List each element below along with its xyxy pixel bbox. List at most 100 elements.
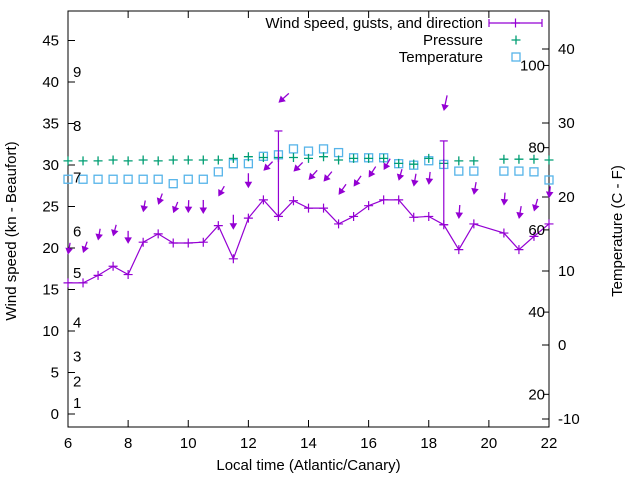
wind-point xyxy=(409,212,419,222)
temperature-point xyxy=(544,175,554,185)
pressure-point xyxy=(499,154,509,164)
wind-point xyxy=(394,195,404,205)
pressure-point xyxy=(93,156,103,166)
pressure-point xyxy=(198,155,208,165)
y-left-tick-label: 25 xyxy=(42,199,59,216)
pressure-point xyxy=(364,153,374,163)
wind-point xyxy=(258,195,268,205)
y-left-tick-label: 45 xyxy=(42,33,59,50)
y-right-tick-label: 30 xyxy=(558,115,575,132)
temperature-point xyxy=(454,166,464,176)
wind-point xyxy=(288,196,298,206)
y-left-tick-label: 40 xyxy=(42,74,59,91)
temperature-point xyxy=(198,174,208,184)
wind-point xyxy=(243,213,253,223)
wind-point xyxy=(228,254,238,264)
y-left-tick-label: 10 xyxy=(42,323,59,340)
temperature-point xyxy=(529,167,539,177)
y-right-tick-label: 10 xyxy=(558,263,575,280)
arrow-head xyxy=(81,245,89,253)
legend-pressure-sample xyxy=(511,35,521,45)
temperature-series xyxy=(63,144,554,189)
temperature-point xyxy=(333,147,344,158)
beaufort-label: 8 xyxy=(73,118,81,135)
beaufort-label: 2 xyxy=(73,374,81,391)
pressure-point xyxy=(258,153,268,163)
plot-axes: 6 8 10 12 14 16 18 20 22051015202530354045-10010… xyxy=(42,10,580,452)
arrow-head xyxy=(425,178,434,185)
pressure-point xyxy=(228,153,238,163)
legend-label: Pressure xyxy=(423,32,483,49)
arrow-head xyxy=(383,162,391,170)
pressure-point xyxy=(514,154,524,164)
beaufort-label: 4 xyxy=(73,315,81,332)
pressure-point xyxy=(304,153,313,163)
wind-point xyxy=(469,219,479,229)
arrow-head xyxy=(516,211,524,219)
inner-scale-labels: 1 2 3 4 5 6 7 8 9 20 40 60 80 100 xyxy=(73,57,545,412)
pressure-point xyxy=(138,155,148,165)
pressure-point xyxy=(349,153,359,163)
arrow-head xyxy=(471,187,479,195)
wind-point xyxy=(319,203,329,213)
arrow-head xyxy=(111,229,119,237)
plot-border xyxy=(67,10,550,428)
temperature-point xyxy=(138,174,148,184)
wind-point xyxy=(198,237,208,247)
pressure-point xyxy=(544,155,554,165)
wind-point xyxy=(93,270,103,280)
arrow-head xyxy=(293,164,301,172)
y-right-tick-label: 40 xyxy=(558,41,575,58)
wind-point xyxy=(529,231,539,241)
pressure-point xyxy=(319,152,329,162)
arrow-head xyxy=(124,237,132,244)
pressure-point xyxy=(469,156,479,166)
wind-direction-arrows xyxy=(65,92,554,255)
fahrenheit-label: 20 xyxy=(528,386,545,403)
wind-point xyxy=(334,219,344,229)
wind-point xyxy=(514,245,524,255)
arrow-head xyxy=(338,187,346,195)
pressure-series xyxy=(63,152,554,169)
pressure-point xyxy=(394,158,404,168)
temperature-point xyxy=(93,174,103,184)
arrow-head xyxy=(532,204,540,212)
x-tick-label: 20 xyxy=(481,435,498,452)
fahrenheit-label: 60 xyxy=(528,222,545,239)
wind-point xyxy=(168,238,178,248)
beaufort-label: 6 xyxy=(73,223,81,240)
pressure-point xyxy=(379,153,389,163)
pressure-point xyxy=(213,155,223,165)
wind-point xyxy=(138,237,148,247)
y-left-tick-label: 5 xyxy=(51,365,59,382)
temperature-point xyxy=(499,166,509,176)
x-tick-label: 8 xyxy=(124,435,132,452)
wind-point xyxy=(123,270,133,280)
y-left-tick-label: 15 xyxy=(42,282,59,299)
temperature-point xyxy=(108,174,118,184)
legend-label: Wind speed, gusts, and direction xyxy=(265,15,483,32)
arrow-head xyxy=(545,191,554,199)
temperature-point xyxy=(514,166,524,176)
arrow-head xyxy=(263,163,271,171)
arrow-head xyxy=(353,179,361,187)
y-left-tick-label: 20 xyxy=(42,240,59,257)
arrow-head xyxy=(199,207,208,214)
wind-point xyxy=(499,228,509,238)
x-tick-label: 22 xyxy=(541,435,558,452)
pressure-point xyxy=(334,155,344,165)
pressure-point xyxy=(183,155,193,165)
wind-point xyxy=(304,203,313,213)
arrow-head xyxy=(140,205,149,213)
y-right-tick-label: 0 xyxy=(558,337,566,354)
x-axis-title: Local time (Atlantic/Canary) xyxy=(216,457,401,474)
beaufort-label: 1 xyxy=(73,395,81,412)
arrow-head xyxy=(172,205,180,214)
arrow-head xyxy=(323,174,331,182)
arrow-head xyxy=(396,173,405,181)
legend-temperature-sample xyxy=(511,52,521,62)
beaufort-label: 9 xyxy=(73,64,81,81)
wind-point xyxy=(379,195,389,205)
